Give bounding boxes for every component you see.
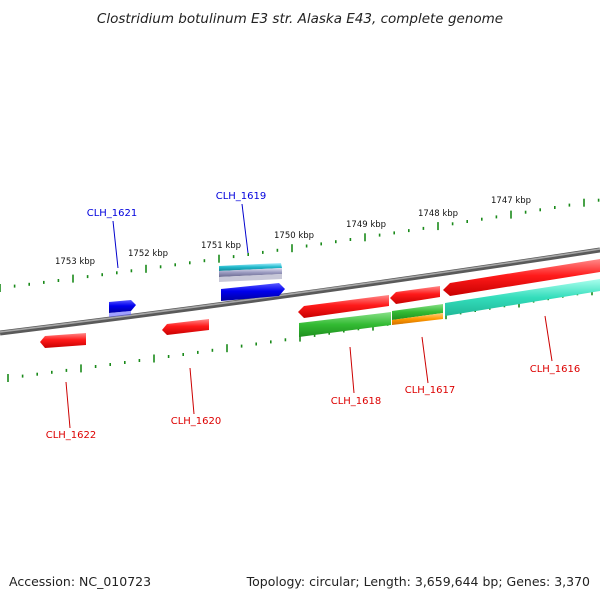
gene-label-CLH_1617[interactable]: CLH_1617 (405, 385, 456, 396)
accession-text: Accession: NC_010723 (9, 574, 152, 589)
leader-CLH_1616 (544, 315, 553, 362)
scale-label-1751: 1751 kbp (201, 241, 241, 251)
leader-CLH_1618 (349, 346, 355, 394)
gene-feature-CLH_1616[interactable] (443, 259, 600, 296)
cds-track-CLH_1616[interactable] (445, 279, 600, 316)
scale-label-1752: 1752 kbp (128, 249, 168, 259)
gene-label-CLH_1621[interactable]: CLH_1621 (87, 208, 138, 219)
gene-feature-CLH_1619-track[interactable] (219, 263, 282, 282)
gene-feature-CLH_1620[interactable] (162, 319, 209, 335)
outer-scale-ticks (0, 198, 600, 292)
scale-label-1753: 1753 kbp (55, 257, 95, 267)
genome-backbone-highlight (0, 248, 600, 333)
topology-text: Topology: circular; Length: 3,659,644 bp… (246, 574, 590, 589)
leader-CLH_1619 (241, 203, 249, 254)
gene-feature-CLH_1621[interactable] (109, 300, 136, 317)
scale-label-1748: 1748 kbp (418, 209, 458, 219)
scale-label-1750: 1750 kbp (274, 231, 314, 241)
gene-feature-CLH_1622[interactable] (40, 333, 86, 348)
gene-label-CLH_1622[interactable]: CLH_1622 (46, 430, 97, 441)
scale-label-1749: 1749 kbp (346, 220, 386, 230)
gene-feature-CLH_1619[interactable] (221, 283, 285, 301)
cds-track-CLH_1618[interactable] (299, 312, 391, 337)
genome-backbone (0, 247, 600, 336)
gene-feature-CLH_1617[interactable] (390, 286, 440, 304)
map-title: Clostridium botulinum E3 str. Alaska E43… (97, 11, 503, 27)
gene-label-CLH_1619[interactable]: CLH_1619 (216, 191, 267, 202)
gene-label-CLH_1620[interactable]: CLH_1620 (171, 416, 222, 427)
leader-CLH_1621 (112, 220, 119, 269)
leader-CLH_1622 (65, 381, 71, 429)
gene-feature-CLH_1618[interactable] (298, 295, 389, 318)
cds-track-CLH_1617[interactable] (392, 304, 443, 325)
scale-label-1747: 1747 kbp (491, 196, 531, 206)
leader-CLH_1617 (421, 336, 429, 384)
gene-label-CLH_1618[interactable]: CLH_1618 (331, 396, 382, 407)
gene-label-CLH_1616[interactable]: CLH_1616 (530, 364, 581, 375)
leader-CLH_1620 (189, 367, 195, 415)
